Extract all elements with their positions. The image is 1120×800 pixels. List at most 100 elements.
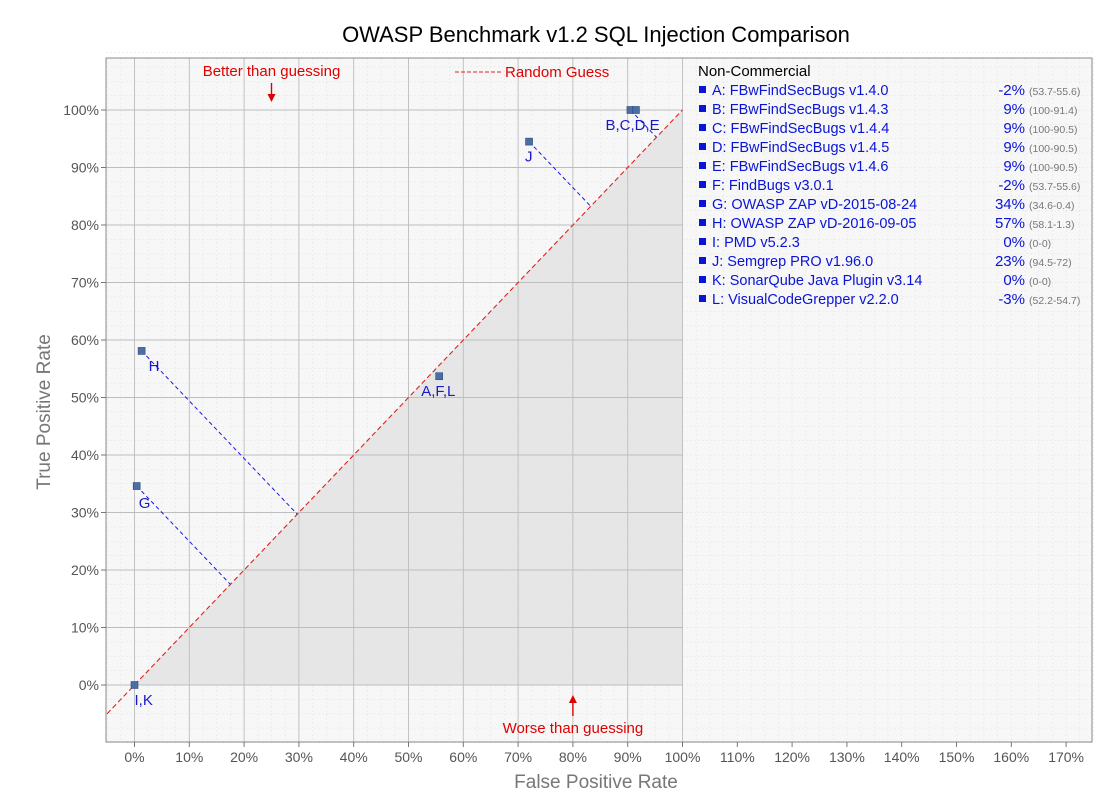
y-tick-label: 60%	[71, 332, 99, 348]
data-point	[525, 137, 533, 146]
legend-item-name: C: FBwFindSecBugs v1.4.4	[712, 121, 889, 137]
legend-item-range: (52.2-54.7)	[1029, 295, 1080, 307]
x-tick-label: 90%	[614, 749, 642, 765]
legend-item-name: I: PMD v5.2.3	[712, 235, 800, 251]
x-tick-label: 20%	[230, 749, 258, 765]
legend-marker	[699, 200, 706, 207]
worse-arrow-head	[568, 695, 577, 703]
data-point	[130, 681, 139, 689]
point-label: G	[139, 495, 151, 512]
point-label: A,F,L	[421, 383, 455, 400]
legend-marker	[699, 295, 706, 302]
x-axis-label: False Positive Rate	[514, 772, 678, 793]
legend-item-name: J: Semgrep PRO v1.96.0	[712, 254, 873, 270]
legend-item-range: (100-90.5)	[1029, 124, 1077, 136]
y-tick-label: 50%	[71, 390, 99, 406]
legend-item-name: K: SonarQube Java Plugin v3.14	[712, 273, 922, 289]
legend-item-name: L: VisualCodeGrepper v2.2.0	[712, 292, 899, 308]
legend-item-range: (53.7-55.6)	[1029, 86, 1080, 98]
x-tick-label: 80%	[559, 749, 587, 765]
better-than-guessing-label: Better than guessing	[203, 63, 341, 80]
point-projection-line	[136, 485, 231, 585]
x-tick-label: 10%	[175, 749, 203, 765]
y-tick-label: 20%	[71, 562, 99, 578]
y-tick-label: 80%	[71, 217, 99, 233]
y-tick-label: 70%	[71, 275, 99, 291]
legend-heading: Non-Commercial	[698, 63, 811, 80]
y-tick-label: 100%	[63, 102, 99, 118]
data-point	[435, 372, 443, 381]
legend-item-score: 34%	[995, 196, 1025, 213]
legend-item-score: 9%	[1003, 120, 1025, 137]
legend-item-range: (0-0)	[1029, 276, 1051, 288]
legend-marker	[699, 276, 706, 283]
legend-item-score: -3%	[998, 291, 1025, 308]
legend-marker	[699, 143, 706, 150]
y-tick-label: 40%	[71, 447, 99, 463]
legend-item-score: 57%	[995, 215, 1025, 232]
legend-item-score: 9%	[1003, 158, 1025, 175]
plot-border	[105, 57, 1093, 743]
y-tick-label: 30%	[71, 505, 99, 521]
data-point	[132, 482, 141, 490]
x-tick-label: 170%	[1048, 749, 1084, 765]
point-projection-line	[630, 109, 657, 138]
x-tick-label: 140%	[884, 749, 920, 765]
legend-item-score: 23%	[995, 253, 1025, 270]
legend-marker	[699, 238, 706, 245]
better-arrow-head	[267, 94, 276, 102]
legend-item-range: (100-90.5)	[1029, 143, 1077, 155]
legend-item-range: (58.1-1.3)	[1029, 219, 1075, 231]
legend-item-name: H: OWASP ZAP vD-2016-09-05	[712, 216, 916, 232]
data-point	[632, 106, 640, 114]
legend-marker	[699, 124, 706, 131]
legend-marker	[699, 162, 706, 169]
x-tick-label: 30%	[285, 749, 313, 765]
point-label: H	[149, 358, 160, 375]
x-tick-label: 40%	[340, 749, 368, 765]
legend-item-name: F: FindBugs v3.0.1	[712, 178, 834, 194]
legend-item-range: (94.5-72)	[1029, 257, 1072, 269]
point-label: I,K	[135, 692, 153, 709]
x-tick-label: 0%	[124, 749, 144, 765]
x-tick-label: 130%	[829, 749, 865, 765]
x-tick-label: 150%	[939, 749, 975, 765]
legend-marker	[699, 105, 706, 112]
legend: Non-Commercial A: FBwFindSecBugs v1.4.0 -2…	[698, 63, 1080, 308]
legend-marker	[699, 257, 706, 264]
x-tick-label: 70%	[504, 749, 532, 765]
point-label: J	[525, 149, 533, 166]
legend-item-range: (0-0)	[1029, 238, 1051, 250]
data-point	[137, 347, 146, 355]
point-projection-line	[141, 350, 298, 515]
x-tick-label: 110%	[720, 749, 755, 765]
x-tick-label: 50%	[394, 749, 422, 765]
legend-item-score: -2%	[998, 82, 1025, 99]
legend-item-score: 9%	[1003, 139, 1025, 156]
worse-than-guessing-label: Worse than guessing	[503, 720, 644, 737]
legend-marker	[699, 86, 706, 93]
y-tick-label: 0%	[79, 677, 99, 693]
legend-item-range: (100-91.4)	[1029, 105, 1077, 117]
legend-item-name: A: FBwFindSecBugs v1.4.0	[712, 83, 889, 99]
legend-item-range: (100-90.5)	[1029, 162, 1077, 174]
legend-item-name: D: FBwFindSecBugs v1.4.5	[712, 140, 889, 156]
point-label: B,C,D,E	[605, 117, 659, 134]
legend-item-range: (53.7-55.6)	[1029, 181, 1080, 193]
legend-item-name: B: FBwFindSecBugs v1.4.3	[712, 102, 889, 118]
random-guess-line	[106, 109, 683, 715]
legend-marker	[699, 181, 706, 188]
x-tick-label: 160%	[993, 749, 1029, 765]
y-axis-label: True Positive Rate	[34, 334, 55, 490]
chart-title: OWASP Benchmark v1.2 SQL Injection Compa…	[342, 22, 850, 47]
plot-area: 0% 10% 20% 30% 40% 50% 60% 70% 80% 90% 100% 110% 120…	[63, 52, 1094, 765]
point-projection-line	[528, 141, 592, 207]
legend-item-score: 9%	[1003, 101, 1025, 118]
legend-item-range: (34.6-0.4)	[1029, 200, 1075, 212]
x-tick-label: 120%	[774, 749, 810, 765]
legend-item-name: E: FBwFindSecBugs v1.4.6	[712, 159, 889, 175]
y-tick-label: 90%	[71, 160, 99, 176]
random-guess-legend-label: Random Guess	[505, 64, 609, 81]
x-tick-label: 100%	[665, 749, 701, 765]
